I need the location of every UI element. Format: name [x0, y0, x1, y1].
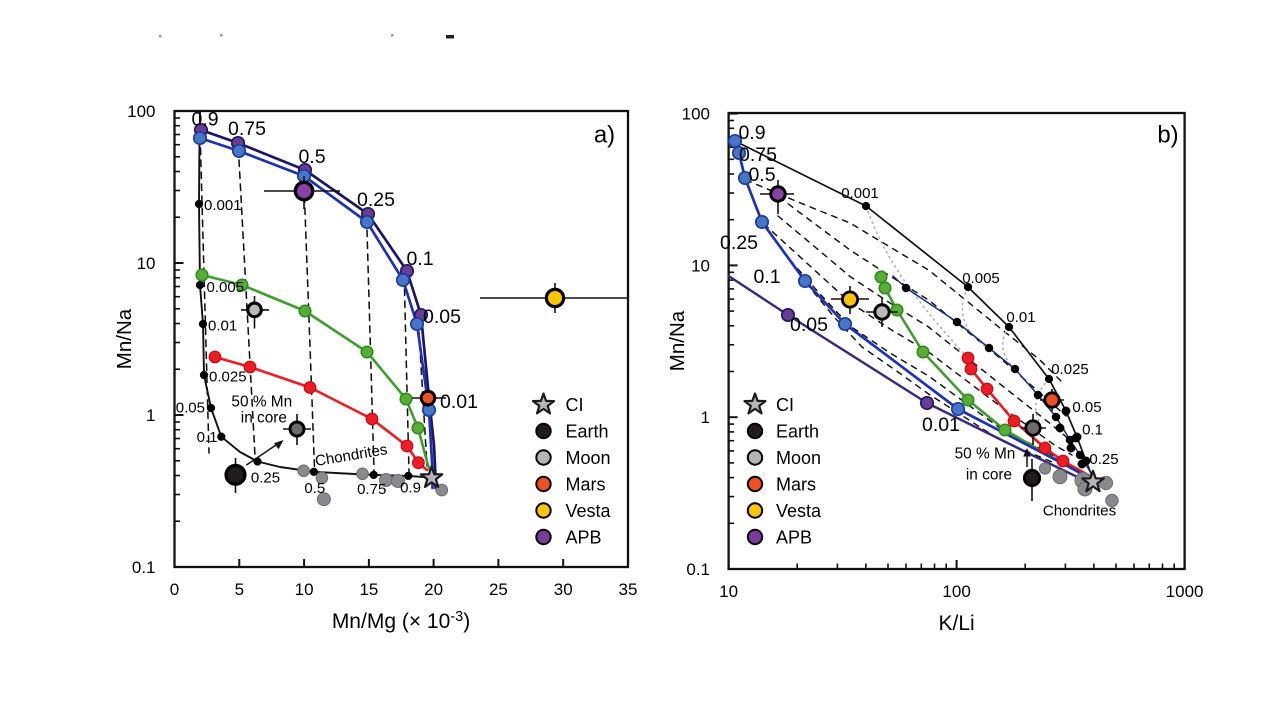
svg-text:0.75: 0.75: [357, 481, 386, 498]
svg-text:0.25: 0.25: [720, 232, 758, 254]
svg-text:K/Li: K/Li: [939, 612, 975, 635]
svg-text:1000: 1000: [1166, 582, 1204, 601]
svg-text:Earth: Earth: [776, 421, 819, 441]
svg-text:0.1: 0.1: [197, 429, 218, 446]
svg-text:in core: in core: [241, 410, 287, 427]
svg-text:0.05: 0.05: [176, 400, 205, 417]
svg-text:0.75: 0.75: [739, 144, 777, 166]
svg-text:50 % Mn: 50 % Mn: [955, 446, 1016, 463]
svg-text:100: 100: [127, 102, 155, 121]
svg-text:0.75: 0.75: [228, 118, 266, 140]
svg-text:Mn/Mg (× 10-3): Mn/Mg (× 10-3): [332, 609, 470, 633]
svg-text:0.9: 0.9: [738, 122, 765, 144]
svg-text:1: 1: [146, 406, 155, 425]
svg-text:0.5: 0.5: [304, 480, 325, 497]
svg-text:Mars: Mars: [776, 474, 816, 494]
svg-text:10: 10: [691, 256, 710, 275]
svg-text:5: 5: [235, 580, 244, 599]
svg-text:0.25: 0.25: [357, 189, 395, 211]
svg-text:0.01: 0.01: [208, 318, 237, 335]
svg-text:0.1: 0.1: [686, 560, 710, 579]
svg-text:100: 100: [942, 582, 970, 601]
svg-text:15: 15: [359, 580, 378, 599]
svg-text:35: 35: [619, 580, 638, 599]
svg-text:CI: CI: [776, 395, 794, 415]
svg-text:CI: CI: [566, 395, 584, 415]
svg-text:0.1: 0.1: [753, 266, 780, 288]
svg-text:20: 20: [424, 580, 443, 599]
svg-text:0.01: 0.01: [1006, 309, 1035, 326]
svg-text:Vesta: Vesta: [776, 501, 822, 521]
svg-text:0.5: 0.5: [298, 146, 325, 168]
svg-text:a): a): [594, 122, 615, 149]
svg-text:0.25: 0.25: [1089, 451, 1118, 468]
svg-text:0.1: 0.1: [406, 248, 433, 270]
svg-text:in core: in core: [966, 467, 1012, 484]
svg-text:0: 0: [170, 580, 179, 599]
svg-text:0.9: 0.9: [191, 109, 218, 131]
svg-text:b): b): [1157, 122, 1178, 149]
svg-text:APB: APB: [776, 527, 812, 547]
svg-text:0.005: 0.005: [207, 279, 245, 296]
svg-text:0.001: 0.001: [204, 197, 242, 214]
svg-text:0.01: 0.01: [922, 414, 960, 436]
svg-text:50 % Mn: 50 % Mn: [231, 393, 292, 410]
svg-text:0.05: 0.05: [423, 306, 461, 328]
svg-text:Moon: Moon: [776, 448, 821, 468]
svg-text:Moon: Moon: [566, 448, 611, 468]
svg-text:0.005: 0.005: [962, 270, 1000, 287]
svg-text:0.025: 0.025: [209, 369, 247, 386]
svg-text:25: 25: [489, 580, 508, 599]
svg-text:0.5: 0.5: [748, 164, 775, 186]
svg-text:APB: APB: [566, 527, 602, 547]
svg-text:Mars: Mars: [566, 474, 606, 494]
svg-text:100: 100: [682, 105, 710, 124]
svg-text:0.25: 0.25: [251, 469, 280, 486]
svg-text:0.025: 0.025: [1051, 361, 1089, 378]
svg-text:0.05: 0.05: [1072, 399, 1101, 416]
svg-text:30: 30: [554, 580, 573, 599]
svg-text:0.9: 0.9: [400, 480, 421, 497]
svg-text:0.01: 0.01: [440, 391, 478, 413]
svg-text:Earth: Earth: [566, 421, 609, 441]
svg-text:10: 10: [137, 254, 156, 273]
svg-text:10: 10: [295, 580, 314, 599]
svg-text:0.1: 0.1: [132, 558, 156, 577]
svg-text:1: 1: [701, 408, 710, 427]
svg-text:0.05: 0.05: [790, 314, 828, 336]
svg-text:0.001: 0.001: [841, 185, 879, 202]
svg-text:Chondrites: Chondrites: [1043, 503, 1117, 520]
svg-text:Mn/Na: Mn/Na: [113, 308, 136, 369]
svg-text:Vesta: Vesta: [566, 501, 612, 521]
svg-text:10: 10: [719, 582, 738, 601]
svg-text:0.1: 0.1: [1082, 422, 1103, 439]
svg-text:Mn/Na: Mn/Na: [666, 310, 689, 371]
